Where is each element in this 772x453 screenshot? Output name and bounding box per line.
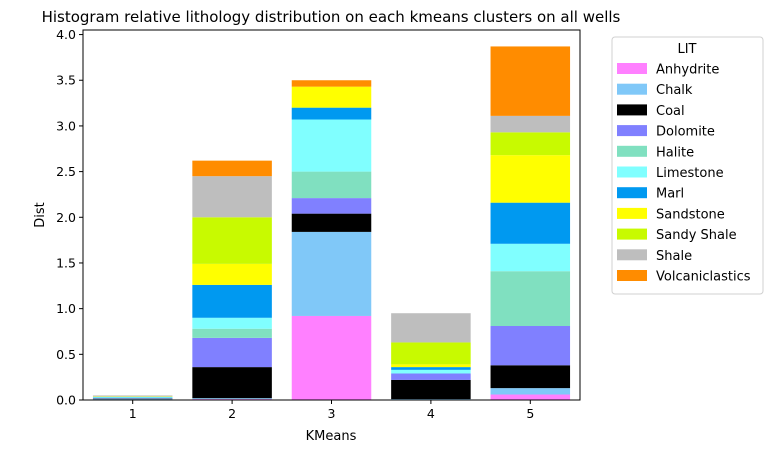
bar-anhydrite-cluster-5 [490, 394, 571, 400]
bar-sandstone-cluster-4 [391, 364, 471, 368]
bar-limestone-cluster-4 [391, 369, 471, 374]
bar-dolomite-cluster-4 [391, 373, 471, 380]
bar-shale-cluster-4 [391, 313, 471, 343]
legend-label-volcaniclastics: Volcaniclastics [656, 270, 751, 285]
legend: LIT Anhydrite Chalk Coal Dolomite Halite Lime… [611, 36, 764, 295]
legend-label-shale: Shale [656, 249, 692, 264]
bar-coal-cluster-3 [291, 213, 372, 232]
bar-halite-cluster-5 [490, 271, 571, 326]
legend-label-sandy-shale: Sandy Shale [656, 228, 737, 243]
legend-label-marl: Marl [656, 187, 684, 202]
legend-swatch-shale [617, 249, 647, 261]
bar-sandy-shale-cluster-2 [192, 217, 272, 264]
bar-dolomite-cluster-5 [490, 326, 571, 366]
bar-sandy-shale-cluster-4 [391, 342, 471, 365]
bar-volcaniclastics-cluster-2 [192, 160, 272, 177]
legend-label-sandstone: Sandstone [656, 207, 725, 222]
legend-frame [611, 36, 764, 295]
bar-sandstone-cluster-2 [192, 263, 272, 285]
legend-swatch-limestone [617, 166, 647, 178]
legend-swatch-marl [617, 187, 647, 199]
bar-sandy-shale-cluster-5 [490, 132, 571, 156]
bar-volcaniclastics-cluster-3 [291, 80, 372, 87]
bar-limestone-cluster-1 [92, 397, 173, 399]
bar-marl-cluster-5 [490, 202, 571, 244]
bar-dolomite-cluster-2 [192, 337, 272, 368]
x-tick-label: 1 [129, 406, 137, 421]
legend-label-limestone: Limestone [656, 166, 724, 181]
y-tick-label: 3.0 [56, 118, 76, 133]
y-tick-label: 4.0 [56, 27, 76, 42]
legend-swatch-coal [617, 104, 647, 116]
x-tick-label: 2 [228, 406, 236, 421]
bar-chalk-cluster-3 [291, 231, 372, 316]
bar-chalk-cluster-2 [192, 398, 272, 400]
bar-dolomite-cluster-3 [291, 198, 372, 214]
chart-title: Histogram relative lithology distributio… [42, 8, 621, 26]
y-axis-label: Dist [33, 202, 48, 228]
bar-sandstone-cluster-3 [291, 86, 372, 108]
bar-coal-cluster-5 [490, 365, 571, 389]
legend-swatch-dolomite [617, 125, 647, 137]
legend-title: LIT [677, 42, 696, 57]
bar-limestone-cluster-5 [490, 243, 571, 272]
y-axis: 0.0 0.5 1.0 1.5 2.0 2.5 3.0 3.5 4.0 [56, 27, 83, 408]
y-tick-label: 0.0 [56, 393, 76, 408]
bar-limestone-cluster-3 [291, 119, 372, 172]
bar-shale-cluster-2 [192, 176, 272, 218]
bar-chalk-cluster-5 [490, 388, 571, 395]
legend-label-coal: Coal [656, 104, 685, 119]
legend-swatch-sandstone [617, 207, 647, 219]
y-tick-label: 0.5 [56, 347, 76, 362]
y-tick-label: 1.0 [56, 301, 76, 316]
bar-coal-cluster-2 [192, 367, 272, 399]
y-tick-label: 2.5 [56, 164, 76, 179]
legend-swatch-chalk [617, 83, 647, 95]
bar-shale-cluster-1 [92, 395, 173, 397]
bars-layer [92, 46, 571, 400]
legend-items: Anhydrite Chalk Coal Dolomite Halite Limeston… [617, 63, 751, 285]
legend-label-anhydrite: Anhydrite [656, 63, 719, 78]
bar-shale-cluster-5 [490, 115, 571, 133]
y-tick-label: 3.5 [56, 73, 76, 88]
y-tick-label: 2.0 [56, 210, 76, 225]
bar-halite-cluster-3 [291, 171, 372, 199]
legend-swatch-anhydrite [617, 63, 647, 74]
bar-marl-cluster-4 [391, 367, 471, 370]
legend-label-chalk: Chalk [656, 83, 693, 98]
bar-halite-cluster-2 [192, 328, 272, 338]
x-axis: 1 2 3 4 5 [129, 400, 534, 421]
x-tick-label: 4 [427, 406, 435, 421]
legend-swatch-volcaniclastics [617, 270, 647, 281]
x-tick-label: 3 [328, 406, 336, 421]
bar-marl-cluster-2 [192, 284, 272, 318]
legend-label-halite: Halite [656, 145, 694, 160]
x-tick-label: 5 [526, 406, 534, 421]
bar-marl-cluster-3 [291, 107, 372, 120]
y-tick-label: 1.5 [56, 255, 76, 270]
legend-swatch-sandy-shale [617, 228, 647, 240]
bar-volcaniclastics-cluster-5 [490, 46, 571, 116]
legend-label-dolomite: Dolomite [656, 125, 715, 140]
x-axis-label: KMeans [306, 429, 357, 444]
legend-swatch-halite [617, 145, 647, 157]
bar-limestone-cluster-2 [192, 317, 272, 329]
bar-anhydrite-cluster-3 [291, 315, 372, 400]
bar-sandstone-cluster-5 [490, 155, 571, 203]
bar-coal-cluster-4 [391, 379, 471, 400]
